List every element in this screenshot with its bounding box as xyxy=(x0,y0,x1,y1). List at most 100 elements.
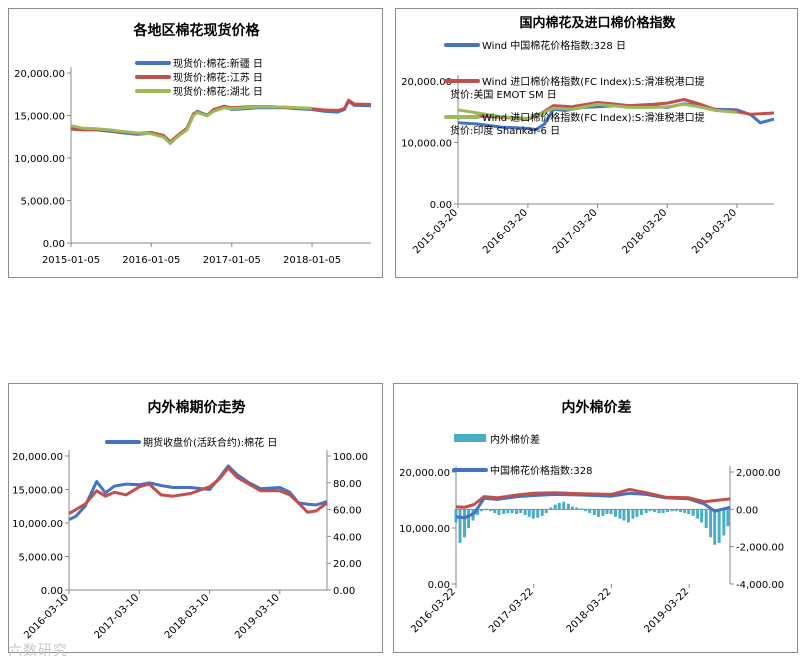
spread-bar xyxy=(575,507,579,510)
chart-panel-regional-spot: 各地区棉花现货价格 0.00 5,000.00 10,000.00 15,000.00 2… xyxy=(8,8,383,278)
y-tick-label: 5,000.00 xyxy=(20,197,65,208)
spread-bar xyxy=(691,509,695,516)
spread-bar xyxy=(489,509,493,512)
x-tick-label: 2015-01-05 xyxy=(42,255,100,266)
legend-label-line: 中国棉花价格指数:328 xyxy=(490,464,592,477)
spread-bar xyxy=(506,509,510,514)
spread-bar xyxy=(717,509,721,543)
y2-tick-label: 60.00 xyxy=(333,506,362,517)
y2-tick-label: 40.00 xyxy=(333,532,362,543)
y2-tick-label: 80.00 xyxy=(333,479,362,490)
spread-bar xyxy=(639,509,643,515)
legend-label-line: Wind 进口棉价格指数(FC Index):S:滑准税港口提 xyxy=(482,111,705,124)
x-tick-label: 2019-03-22 xyxy=(642,586,691,635)
chart-panel-price-index: 国内棉花及进口棉价格指数 0.00 10,000.00 20,000.00 2015-0… xyxy=(395,8,798,278)
x-tick-label: 2018-03-20 xyxy=(621,207,670,256)
spread-bar xyxy=(527,509,531,517)
spread-bar xyxy=(601,509,605,516)
spread-bar xyxy=(622,509,626,521)
spread-bar xyxy=(579,508,583,510)
series-line-3 xyxy=(70,105,313,146)
legend-label: 期货收盘价(活跃合约):棉花 日 xyxy=(143,436,277,449)
x-tick-label: 2015-03-20 xyxy=(411,207,460,256)
legend-label-line: Wind 中国棉花价格指数:328 日 xyxy=(482,39,626,52)
y-tick-label: 20,000.00 xyxy=(401,77,452,88)
spread-bar xyxy=(670,509,674,512)
spread-bar xyxy=(674,509,678,512)
spread-bar xyxy=(570,506,574,510)
spread-bar xyxy=(536,509,540,518)
spread-bar xyxy=(592,509,596,515)
spread-bar xyxy=(687,509,691,514)
spread-bar xyxy=(696,509,700,519)
spread-bar xyxy=(583,509,587,512)
y-tick-label: 5,000.00 xyxy=(18,553,63,564)
x-tick-label: 2019-03-20 xyxy=(690,207,739,256)
x-tick-label: 2016-01-05 xyxy=(122,255,180,266)
chart-price-spread: 内外棉价差 0.00 10,000.00 20,000.00 -4,000.00 -2,0… xyxy=(399,399,784,635)
chart-title: 内外棉价差 xyxy=(562,399,632,416)
legend-label: Wind 进口棉价格指数(FC Index):S:滑准税港口提货价:印度 Sha… xyxy=(450,111,705,137)
spread-bar xyxy=(493,509,497,514)
spread-bar xyxy=(722,509,726,536)
legend-label-line: Wind 进口棉价格指数(FC Index):S:滑准税港口提 xyxy=(482,75,705,88)
series-line-2 xyxy=(68,466,328,515)
spread-bar xyxy=(613,509,617,517)
spread-bar xyxy=(458,509,462,543)
spread-bar xyxy=(661,509,665,514)
spread-bar xyxy=(683,509,687,514)
y-tick-label: 15,000.00 xyxy=(12,486,63,497)
y-tick-label: 10,000.00 xyxy=(401,139,452,150)
spread-bar xyxy=(562,501,566,510)
x-tick-label: 2018-03-10 xyxy=(163,592,212,641)
series-line-2 xyxy=(455,487,731,509)
spread-bar xyxy=(467,509,471,528)
y-tick-label: 20,000.00 xyxy=(12,452,63,463)
series-line-1 xyxy=(68,464,328,521)
spread-bar xyxy=(635,509,639,517)
series-line-3 xyxy=(457,102,738,120)
legend-label: 内外棉价差 xyxy=(490,433,540,446)
legend-label-line: 内外棉价差 xyxy=(490,433,540,446)
spread-bar xyxy=(519,509,523,514)
spread-bar xyxy=(626,509,630,523)
x-tick-label: 2016-03-20 xyxy=(481,207,530,256)
legend-label: 现货价:棉花:新疆 日 xyxy=(173,57,263,70)
spread-bar xyxy=(549,507,553,510)
spread-bar xyxy=(679,509,683,513)
spread-bar xyxy=(648,509,652,512)
spread-bar xyxy=(484,509,488,511)
legend-label-line: 货价:美国 EMOT SM 日 xyxy=(450,88,557,101)
chart-regional-spot-price: 各地区棉花现货价格 0.00 5,000.00 10,000.00 15,000.00 2… xyxy=(14,22,372,266)
spread-bar xyxy=(652,509,656,513)
spread-bar xyxy=(618,509,622,519)
y2-tick-label: 100.00 xyxy=(333,452,368,463)
x-tick-label: 2016-03-10 xyxy=(22,592,71,641)
spread-bar xyxy=(713,509,717,545)
x-tick-label: 2017-03-22 xyxy=(487,586,536,635)
spread-bar xyxy=(553,504,557,510)
chart-title: 各地区棉花现货价格 xyxy=(133,22,261,39)
chart-price-index: 国内棉花及进口棉价格指数 0.00 10,000.00 20,000.00 2015-0… xyxy=(401,15,775,256)
series-line-2 xyxy=(70,98,372,144)
legend-label-line: 现货价:棉花:湖北 日 xyxy=(173,85,263,98)
spread-bar xyxy=(497,509,501,515)
y2-tick-label: 2,000.00 xyxy=(736,468,781,479)
x-tick-label: 2017-03-20 xyxy=(551,207,600,256)
spread-bar xyxy=(726,509,730,527)
spread-bar xyxy=(588,509,592,514)
spread-bar xyxy=(510,509,514,514)
spread-bar xyxy=(609,509,613,514)
x-tick-label: 2016-03-22 xyxy=(409,586,458,635)
legend-label: 中国棉花价格指数:328 xyxy=(490,464,592,477)
spread-bar xyxy=(463,509,467,538)
spread-bar xyxy=(644,509,648,514)
y-tick-label: 0.00 xyxy=(428,580,450,591)
spread-bar xyxy=(476,509,480,515)
chart-title: 内外棉期价走势 xyxy=(148,399,246,416)
spread-bar xyxy=(566,503,570,510)
x-tick-label: 2019-03-10 xyxy=(233,592,282,641)
chart-panel-futures: 内外棉期价走势 0.00 5,000.00 10,000.00 15,000.00 20,… xyxy=(8,383,383,653)
legend-label-line: 期货收盘价(活跃合约):棉花 日 xyxy=(143,436,277,449)
spread-bar xyxy=(605,509,609,514)
